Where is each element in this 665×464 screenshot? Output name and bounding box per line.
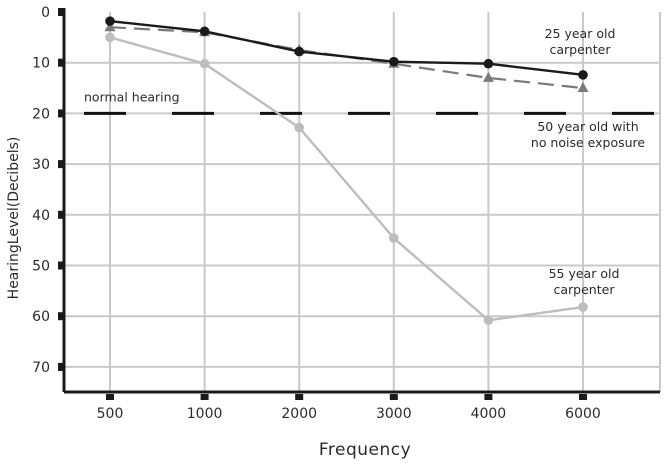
x-tick-mark (579, 394, 587, 400)
series-line (109, 26, 584, 90)
reference-line-label: normal hearing (84, 89, 180, 104)
series-point (389, 233, 399, 243)
y-tick-label: 30 (32, 157, 50, 173)
y-tick-label: 0 (41, 5, 50, 21)
y-tick-mark (58, 160, 64, 169)
x-tick-mark (484, 394, 493, 400)
y-tick-mark (58, 109, 64, 118)
series-point (483, 58, 494, 69)
x-tick-label: 500 (97, 406, 124, 422)
x-tick-mark (295, 394, 304, 400)
x-tick-label: 3000 (376, 406, 412, 422)
y-tick-mark (58, 362, 64, 371)
series-point (105, 16, 115, 26)
annotations: 25 year old carpenter 50 year old with no n… (531, 26, 646, 297)
y-tick-mark (58, 312, 64, 321)
series-point (294, 122, 305, 133)
axes (58, 8, 660, 400)
series-point (105, 32, 115, 43)
series-annotation: 55 year old carpenter (549, 266, 620, 297)
y-tick-label: 10 (32, 56, 50, 72)
y-tick-label: 50 (32, 259, 50, 275)
series-point (483, 315, 494, 326)
series-point (199, 26, 210, 37)
series-line (109, 36, 584, 322)
series-point (577, 82, 589, 93)
x-tick-mark (389, 394, 398, 400)
reference-line-group: normal hearing (84, 89, 660, 115)
y-axis-label: HearingLevel(Decibels) (6, 137, 22, 300)
y-tick-mark (58, 210, 64, 219)
x-tick-label: 1000 (187, 406, 223, 422)
series-point (294, 46, 305, 57)
x-tick-label: 2000 (281, 406, 317, 422)
series-point (578, 302, 588, 312)
tick-labels: 0 10 20 30 40 50 60 70 500 1000 2000 3000 4000 6000 (32, 5, 601, 422)
x-axis-label: Frequency (319, 440, 411, 460)
x-tick-label: 6000 (565, 406, 601, 422)
y-tick-mark (58, 261, 64, 270)
y-tick-label: 40 (32, 208, 50, 224)
y-tick-label: 60 (32, 309, 50, 325)
x-tick-label: 4000 (471, 406, 507, 422)
series-point (199, 58, 210, 69)
series-line (109, 19, 584, 77)
series-point (482, 71, 494, 82)
x-tick-mark (200, 394, 209, 400)
series-point (104, 21, 116, 32)
y-tick-label: 70 (32, 360, 50, 376)
series-point (578, 70, 588, 80)
x-tick-mark (106, 394, 114, 400)
series-annotation: 50 year old with no noise exposure (531, 119, 646, 150)
y-tick-mark (58, 8, 64, 16)
series-group (104, 16, 589, 326)
y-tick-label: 20 (32, 106, 50, 122)
series-annotation: 25 year old carpenter (545, 26, 616, 57)
series-point (389, 56, 399, 67)
y-tick-mark (58, 58, 64, 67)
